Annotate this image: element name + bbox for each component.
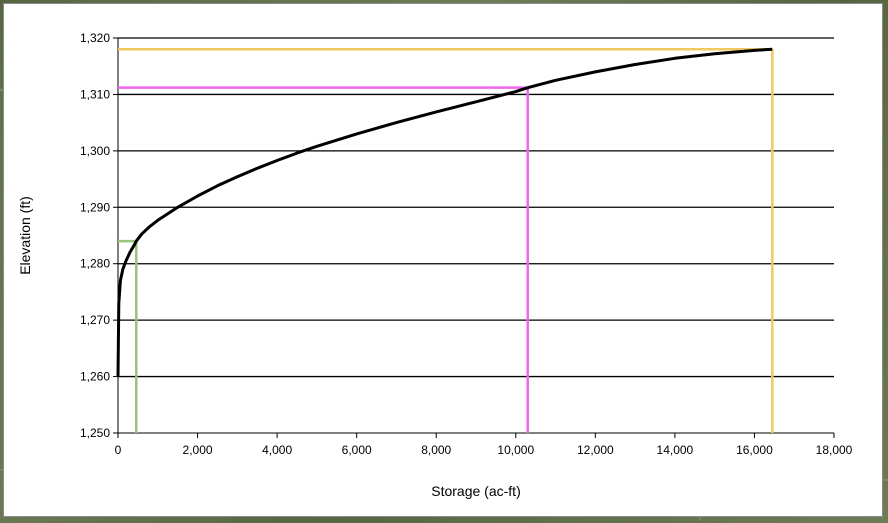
y-tick-label-2: 1,270 [80,313,110,327]
x-tick-label-1: 2,000 [183,443,213,457]
x-tick-label-7: 14,000 [657,443,694,457]
y-tick-label-0: 1,250 [80,426,110,440]
x-tick-label-6: 12,000 [577,443,614,457]
x-axis-title: Storage (ac-ft) [431,483,520,499]
y-tick-label-5: 1,300 [80,144,110,158]
x-tick-label-3: 6,000 [342,443,372,457]
x-tick-label-2: 4,000 [262,443,292,457]
y-tick-label-4: 1,290 [80,200,110,214]
chart-card: 1,250 1,260 1,270 1,280 1,290 1,300 1,310 1,320… [3,3,883,517]
x-tick-label-5: 10,000 [497,443,534,457]
x-tick-label-0: 0 [115,443,122,457]
x-tick-label-8: 16,000 [736,443,773,457]
x-tick-label-9: 18,000 [816,443,853,457]
y-tick-label-3: 1,280 [80,257,110,271]
y-axis-title: Elevation (ft) [17,196,33,275]
storage-elevation-chart: 1,250 1,260 1,270 1,280 1,290 1,300 1,310 1,320… [17,31,853,499]
y-tick-label-1: 1,260 [80,370,110,384]
y-tick-label-7: 1,320 [80,31,110,45]
series-line-0 [116,47,773,377]
x-tick-label-4: 8,000 [421,443,451,457]
y-tick-label-6: 1,310 [80,87,110,101]
